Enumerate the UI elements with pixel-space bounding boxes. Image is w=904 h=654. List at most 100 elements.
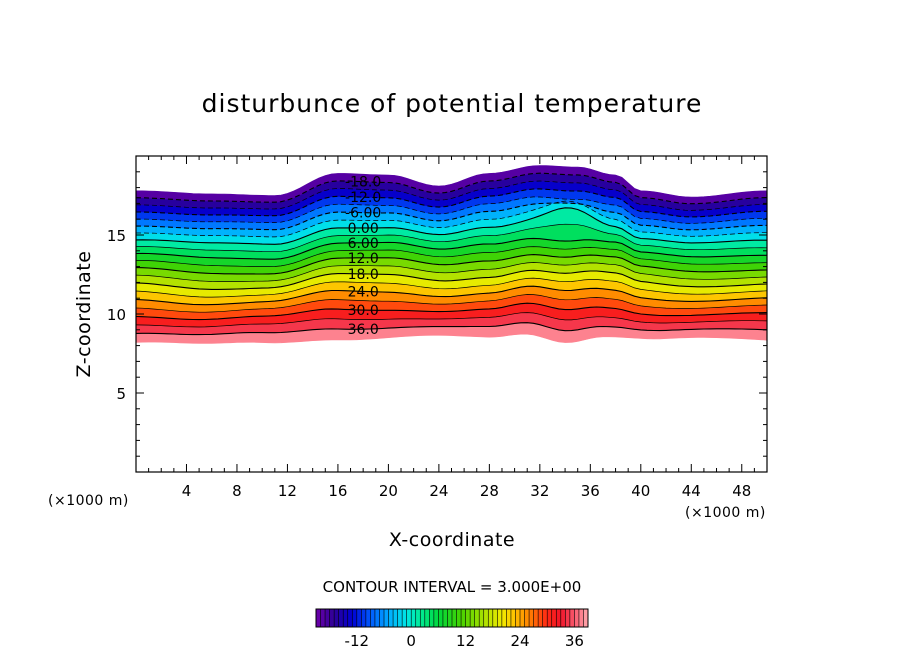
colorbar-cell <box>483 609 489 627</box>
contour-label: 6.00 <box>348 236 379 252</box>
contour-line <box>136 200 767 238</box>
colorbar-cell <box>415 609 421 627</box>
colorbar-cell <box>538 609 543 627</box>
colorbar-cell <box>578 609 584 627</box>
colorbar-frame <box>315 608 589 628</box>
colorbar-cell <box>424 609 430 627</box>
x-tick-label: 4 <box>182 482 192 500</box>
colorbar-cell <box>361 609 367 627</box>
x-tick-label: 36 <box>581 482 600 500</box>
colorbar-cell <box>492 609 498 627</box>
x-tick-label: 20 <box>379 482 398 500</box>
colorbar-cell <box>320 609 326 627</box>
contour-line <box>136 188 767 218</box>
colorbar-cell <box>465 609 471 627</box>
contour-label: 36.0 <box>348 322 379 338</box>
colorbar-cell <box>542 609 548 627</box>
colorbar-tick-label: -12 <box>345 632 370 650</box>
contour-label: 12.0 <box>348 251 379 267</box>
colorbar-cell <box>397 609 403 627</box>
colorbar-cell <box>379 609 385 627</box>
contour-label: -6.00 <box>345 206 381 222</box>
colorbar-cell <box>524 609 530 627</box>
colorbar: -12 0 12 24 36 <box>315 608 589 650</box>
colorbar-cell <box>347 609 353 627</box>
colorbar-cell <box>501 609 507 627</box>
contour-line <box>136 269 767 290</box>
contour-label: 0.00 <box>348 221 379 237</box>
contour-line <box>136 322 767 336</box>
colorbar-cell <box>338 609 344 627</box>
contour-line <box>136 262 767 282</box>
contour-line <box>136 254 767 275</box>
colorbar-cell <box>461 609 466 627</box>
contour-line <box>136 172 767 205</box>
colorbar-cell <box>438 609 444 627</box>
colorbar-cell <box>433 609 439 627</box>
colorbar-cell <box>384 609 389 627</box>
x-tick-label: 48 <box>732 482 751 500</box>
colorbar-cell <box>551 609 557 627</box>
colorbar-cell <box>456 609 462 627</box>
colorbar-cell <box>365 609 371 627</box>
x-unit-label-right: (×1000 m) <box>685 505 766 521</box>
x-tick-label: 44 <box>682 482 701 500</box>
contour-line <box>136 202 767 231</box>
x-tick-label: 32 <box>530 482 549 500</box>
colorbar-cell <box>488 609 494 627</box>
contour-line <box>136 246 767 267</box>
contour-line <box>136 207 767 245</box>
colorbar-tick-label: 0 <box>406 632 416 650</box>
y-tick-label: 10 <box>107 306 126 324</box>
colorbar-cell <box>510 609 516 627</box>
colorbar-cell <box>529 609 534 627</box>
x-tick-label: 16 <box>328 482 347 500</box>
colorbar-cell <box>569 609 575 627</box>
colorbar-cell <box>388 609 394 627</box>
colorbar-cell <box>515 609 521 627</box>
x-axis-label: X-coordinate <box>389 529 515 551</box>
colorbar-cell <box>411 609 417 627</box>
contour-label: 30.0 <box>348 303 379 319</box>
colorbar-cell <box>533 609 539 627</box>
colorbar-cell <box>329 609 335 627</box>
colorbar-cell <box>497 609 503 627</box>
colorbar-cell <box>343 609 349 627</box>
contour-fills <box>136 165 767 344</box>
contour-line <box>136 223 767 253</box>
contour-lines <box>136 172 767 336</box>
colorbar-tick-label: 36 <box>565 632 584 650</box>
x-tick-label: 8 <box>232 482 242 500</box>
contour-label: -18.0 <box>345 175 381 191</box>
contour-line <box>136 277 767 298</box>
colorbar-cell <box>479 609 485 627</box>
contour-line <box>136 180 767 211</box>
colorbar-cell <box>420 609 426 627</box>
colorbar-cell <box>393 609 398 627</box>
x-tick-label: 40 <box>631 482 650 500</box>
colorbar-cell <box>429 609 435 627</box>
colorbar-cell <box>583 609 589 627</box>
contour-line <box>136 237 767 260</box>
colorbar-cell <box>356 609 362 627</box>
contour-interval-text: CONTOUR INTERVAL = 3.000E+00 <box>323 578 582 596</box>
contour-line <box>136 302 767 321</box>
colorbar-cell <box>352 609 358 627</box>
contour-label: 18.0 <box>348 267 379 283</box>
y-tick-label: 15 <box>107 227 126 245</box>
colorbar-cell <box>442 609 448 627</box>
colorbar-cell <box>370 609 376 627</box>
contour-label: 24.0 <box>348 284 379 300</box>
colorbar-cell <box>474 609 480 627</box>
contour-line <box>136 196 767 224</box>
colorbar-cell <box>447 609 453 627</box>
colorbar-cell <box>452 609 457 627</box>
colorbar-cell <box>565 609 571 627</box>
x-unit-label-left: (×1000 m) <box>48 493 129 509</box>
colorbar-cell <box>520 609 525 627</box>
colorbar-cell <box>574 609 580 627</box>
colorbar-cell <box>316 609 321 627</box>
